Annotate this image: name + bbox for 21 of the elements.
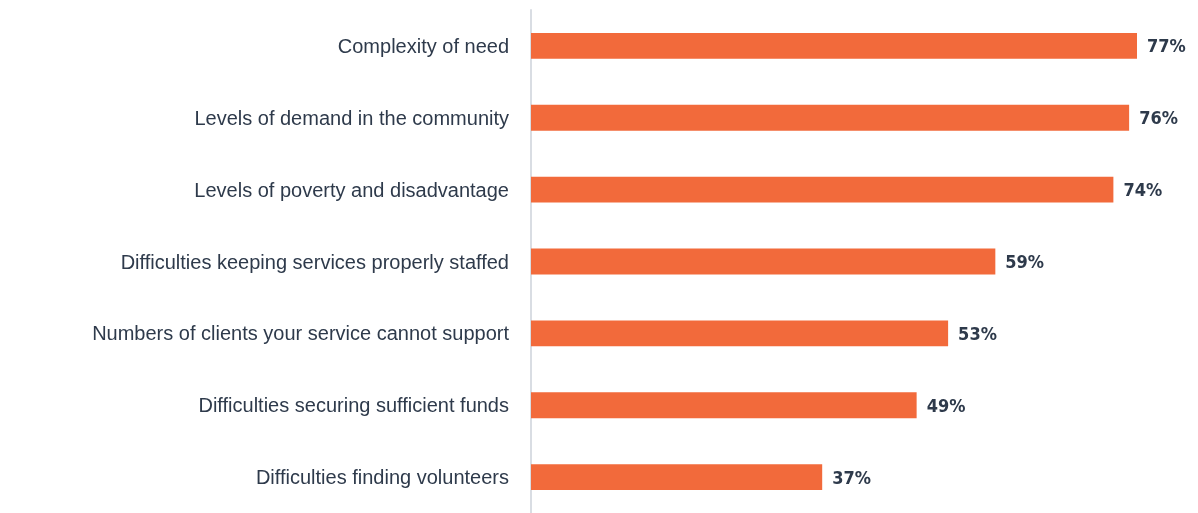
bar [531,320,949,347]
y-tick-label: Difficulties keeping services properly staffed [120,250,509,273]
data-label: 49% [926,394,966,416]
bar [531,392,917,419]
bar [531,32,1137,59]
y-tick-label: Difficulties securing sufficient funds [198,394,509,417]
bar [531,104,1130,131]
y-tick-label: Complexity of need [337,34,509,57]
y-tick-label: Levels of demand in the community [194,106,509,129]
data-label: 74% [1123,179,1163,201]
data-label: 37% [832,466,871,488]
bar [531,464,823,491]
y-tick-label: Numbers of clients your service cannot support [92,322,510,345]
data-label: 53% [958,322,997,344]
y-tick-label: Levels of poverty and disadvantage [194,178,509,201]
data-label: 77% [1147,35,1186,57]
bar [531,248,996,275]
bar [531,176,1114,203]
data-label: 59% [1005,251,1045,272]
y-tick-label: Difficulties finding volunteers [255,466,509,489]
data-label: 76% [1139,107,1178,129]
